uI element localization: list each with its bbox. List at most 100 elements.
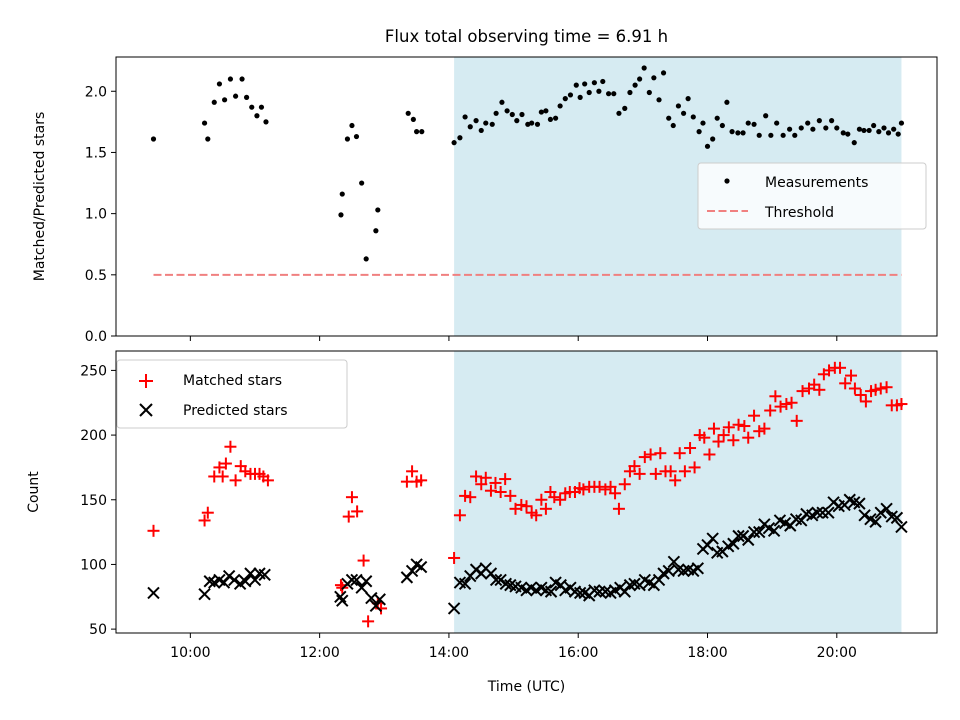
measurement-point xyxy=(787,126,793,132)
predicted-star-point xyxy=(198,587,211,601)
predicted-star-point xyxy=(623,578,637,592)
measurement-point xyxy=(254,113,260,119)
matched-star-point xyxy=(554,493,567,506)
matched-star-point xyxy=(796,385,809,398)
matched-star-point xyxy=(535,493,548,506)
bottom-y-tick-label: 200 xyxy=(80,428,107,444)
predicted-star-point xyxy=(853,497,866,510)
bottom-y-tick-label: 250 xyxy=(80,363,107,379)
predicted-star-point xyxy=(593,585,606,598)
matched-star-point xyxy=(261,474,274,487)
predicted-star-point xyxy=(880,502,893,516)
legend-matched-label: Matched stars xyxy=(183,373,282,389)
top-y-tick-label: 2.0 xyxy=(85,84,107,100)
measurement-point xyxy=(596,88,602,94)
measurement-point xyxy=(519,111,525,118)
measurement-point xyxy=(606,91,612,97)
matched-star-point xyxy=(213,461,226,474)
bottom-legend-box xyxy=(116,359,348,429)
measurement-point xyxy=(534,121,541,127)
measurement-point xyxy=(457,135,463,141)
measurement-point xyxy=(710,136,716,142)
measurement-point xyxy=(552,115,559,121)
matched-star-point xyxy=(342,510,355,523)
matched-star-point xyxy=(638,451,651,464)
predicted-star-point xyxy=(228,573,241,587)
measurement-point xyxy=(637,76,643,82)
measurement-point xyxy=(745,120,751,126)
measurement-point xyxy=(856,126,863,132)
top-panel: 0.0 0.5 1.0 1.5 2.0 Flux total observing tim… xyxy=(32,27,938,345)
matched-star-point xyxy=(774,400,787,413)
measurement-point xyxy=(514,118,520,124)
predicted-star-point xyxy=(727,537,740,550)
predicted-stars-series xyxy=(147,493,908,615)
matched-star-point xyxy=(874,382,887,395)
measurement-point xyxy=(483,120,489,126)
measurement-point xyxy=(866,127,872,134)
measurement-point xyxy=(823,125,829,131)
matched-star-point xyxy=(669,474,682,487)
measurement-point xyxy=(680,110,687,116)
matched-star-point xyxy=(727,434,740,447)
matched-star-point xyxy=(464,491,477,504)
predicted-star-point xyxy=(706,532,719,545)
matched-star-point xyxy=(618,478,631,491)
measurement-point xyxy=(344,136,351,142)
predicted-star-point xyxy=(405,564,419,578)
measurement-point xyxy=(891,126,897,132)
matched-star-point xyxy=(880,381,893,394)
measurement-point xyxy=(239,76,245,82)
top-y-tick-label: 1.5 xyxy=(85,145,107,161)
measurement-point xyxy=(740,130,746,136)
matched-star-point xyxy=(577,483,590,496)
measurement-point xyxy=(805,120,811,126)
matched-star-point xyxy=(415,474,428,487)
matched-star-point xyxy=(738,420,751,433)
measurement-point xyxy=(363,256,369,262)
measurement-point xyxy=(543,108,549,114)
matched-star-point xyxy=(539,502,552,515)
bottom-panel: 50 100 150 200 250 10:00 12:00 14:00 16:00 18:00… xyxy=(26,350,938,695)
top-legend: Measurements Threshold xyxy=(697,162,927,230)
matched-star-point xyxy=(198,514,211,527)
top-legend-box xyxy=(697,162,927,230)
matched-star-point xyxy=(808,378,821,391)
measurement-point xyxy=(704,143,711,149)
matched-star-point xyxy=(813,383,826,396)
predicted-star-point xyxy=(742,533,755,547)
bottom-y-axis-label: Count xyxy=(26,471,42,513)
measurement-point xyxy=(611,91,617,97)
matched-star-point xyxy=(515,498,528,511)
matched-star-point xyxy=(895,398,908,411)
measurement-point xyxy=(851,140,857,146)
measurement-point xyxy=(509,111,515,118)
matched-star-point xyxy=(785,396,798,409)
matched-star-point xyxy=(854,388,867,401)
matched-star-point xyxy=(224,440,237,453)
legend-predicted-marker xyxy=(139,403,153,417)
measurement-point xyxy=(798,125,804,131)
matched-star-point xyxy=(790,414,803,427)
measurement-point xyxy=(756,132,762,138)
bottom-y-tick-label: 100 xyxy=(80,557,107,573)
x-tick-label: 10:00 xyxy=(170,645,210,661)
bottom-axes-frame xyxy=(115,350,938,634)
measurement-point xyxy=(222,97,228,103)
matched-star-point xyxy=(484,484,497,497)
matched-star-point xyxy=(479,471,492,484)
matched-star-point xyxy=(780,398,793,411)
measurement-point xyxy=(249,104,255,110)
matched-star-point xyxy=(470,470,483,483)
measurement-point xyxy=(632,82,638,88)
measurement-point xyxy=(646,89,652,96)
matched-star-point xyxy=(475,478,488,491)
predicted-star-point xyxy=(248,573,262,587)
matched-star-point xyxy=(345,491,358,504)
measurement-point xyxy=(216,81,223,87)
measurement-point xyxy=(582,81,588,87)
measurement-point xyxy=(696,129,702,135)
top-x-ticks xyxy=(189,336,838,341)
measurement-point xyxy=(419,129,425,135)
